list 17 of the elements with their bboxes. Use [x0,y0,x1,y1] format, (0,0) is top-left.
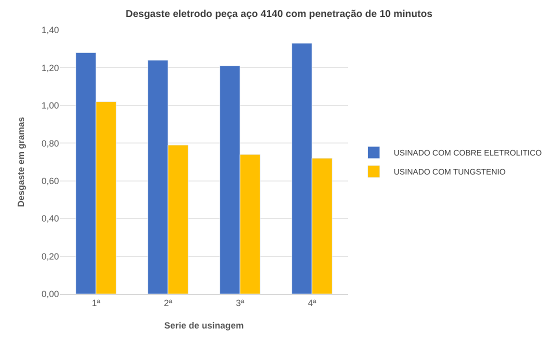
x-axis-title: Serie de usinagem [164,320,244,331]
y-tick-label: 1,40 [41,25,59,36]
legend-label: USINADO COM TUNGSTENIO [394,168,506,177]
y-tick-label: 0,80 [41,138,59,148]
y-axis-title: Desgaste em gramas [16,116,26,208]
x-tick-label: 4ª [308,298,317,308]
y-tick-label: 0,00 [41,289,59,300]
x-tick-label: 2ª [164,298,173,308]
legend-label: USINADO COM COBRE ELETROLITICO [394,148,542,158]
y-tick-label: 0,40 [41,214,59,224]
y-tick-label: 1,20 [41,62,59,73]
y-tick-label: 1,00 [41,100,59,111]
chart-title: Desgaste eletrodo peça aço 4140 com penetração de 10 minutos [126,9,433,20]
x-tick-label: 3ª [236,298,245,308]
x-tick-label: 1ª [92,298,101,308]
y-tick-label: 0,60 [41,176,59,186]
y-tick-label: 0,20 [41,251,59,262]
